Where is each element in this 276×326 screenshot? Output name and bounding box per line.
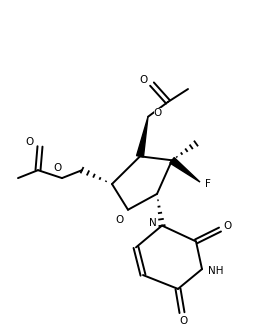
Text: N: N (149, 218, 157, 228)
Text: NH: NH (208, 266, 224, 276)
Text: O: O (224, 221, 232, 230)
Text: F: F (205, 179, 211, 189)
Text: O: O (53, 163, 61, 173)
Text: O: O (26, 138, 34, 147)
Polygon shape (170, 157, 200, 182)
Text: O: O (140, 75, 148, 85)
Text: O: O (154, 108, 162, 118)
Polygon shape (137, 117, 148, 157)
Text: O: O (116, 215, 124, 225)
Text: O: O (180, 316, 188, 326)
